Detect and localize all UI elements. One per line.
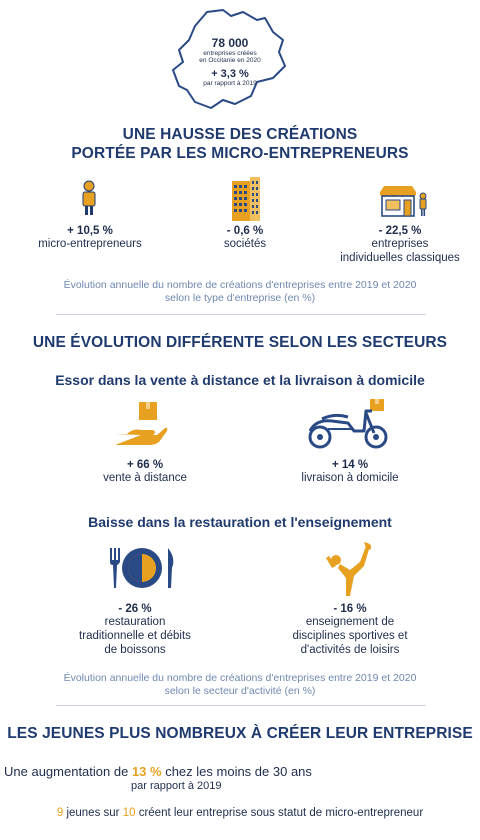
divider: [56, 314, 426, 315]
youth-increase-line: Une augmentation de 13 % chez les moins …: [4, 764, 312, 779]
stat-micro-entrepreneurs: + 10,5 % micro-entrepreneurs: [38, 225, 142, 250]
youth-ratio-denominator: 10: [122, 807, 136, 819]
yoga-person-icon: [320, 540, 376, 603]
stat-livraison-a-domicile: + 14 % livraison à domicile: [301, 459, 399, 484]
stat-societes: - 0,6 % sociétés: [223, 225, 267, 250]
youth-ratio-numerator: 9: [56, 807, 64, 819]
map-growth-caption: par rapport à 2019: [203, 80, 257, 87]
occitanie-map-icon: [172, 9, 286, 109]
youth-increase-value: 13 %: [131, 764, 162, 779]
hand-package-icon: [113, 400, 169, 453]
section2-title: UNE ÉVOLUTION DIFFÉRENTE SELON LES SECTE…: [32, 334, 448, 351]
person-icon: [80, 180, 98, 221]
section1-title: UNE HAUSSE DES CRÉATIONS PORTÉE PAR LES …: [71, 126, 409, 162]
stat-entreprises-individuelles: - 22,5 % entreprises individuelles class…: [340, 225, 460, 264]
section2-subtitle-growth: Essor dans la vente à distance et la liv…: [55, 372, 425, 388]
building-icon: [230, 177, 262, 226]
map-total-caption: entreprises créées: [203, 50, 257, 57]
map-total: 78 000: [211, 36, 249, 50]
section3-title: LES JEUNES PLUS NOMBREUX À CRÉER LEUR EN…: [7, 725, 473, 742]
delivery-scooter-icon: [306, 397, 392, 456]
youth-increase-caption: par rapport à 2019: [131, 780, 222, 792]
map-growth: + 3,3 %: [211, 68, 249, 80]
shop-icon: [378, 184, 430, 223]
map-total-caption: en Occitanie en 2020: [199, 57, 261, 64]
occitanie-map: 78 000 entreprises créées en Occitanie e…: [165, 6, 295, 114]
section1-note: Évolution annuelle du nombre de création…: [63, 279, 417, 304]
stat-vente-a-distance: + 66 % vente à distance: [103, 459, 187, 484]
youth-ratio-line: 9 jeunes sur 10 créent leur entreprise s…: [56, 807, 424, 819]
divider: [56, 705, 426, 706]
plate-cutlery-icon: [106, 544, 178, 597]
section2-note: Évolution annuelle du nombre de création…: [63, 672, 417, 697]
section2-subtitle-decline: Baisse dans la restauration et l'enseign…: [88, 514, 392, 530]
stat-enseignement-sportif: - 16 % enseignement de disciplines sport…: [292, 603, 408, 656]
stat-restauration: - 26 % restauration traditionnelle et dé…: [79, 603, 191, 656]
